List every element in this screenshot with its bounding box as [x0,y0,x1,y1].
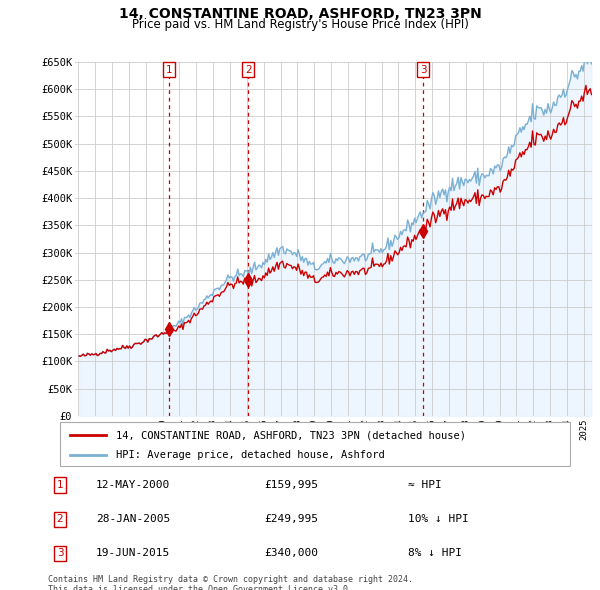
Text: ≈ HPI: ≈ HPI [408,480,442,490]
Text: 10% ↓ HPI: 10% ↓ HPI [408,514,469,524]
Text: 1: 1 [56,480,64,490]
Text: 28-JAN-2005: 28-JAN-2005 [96,514,170,524]
Text: 12-MAY-2000: 12-MAY-2000 [96,480,170,490]
Text: 8% ↓ HPI: 8% ↓ HPI [408,549,462,558]
Text: Price paid vs. HM Land Registry's House Price Index (HPI): Price paid vs. HM Land Registry's House … [131,18,469,31]
Text: 2: 2 [245,65,251,75]
Text: 19-JUN-2015: 19-JUN-2015 [96,549,170,558]
Text: 3: 3 [56,549,64,558]
Text: 14, CONSTANTINE ROAD, ASHFORD, TN23 3PN (detached house): 14, CONSTANTINE ROAD, ASHFORD, TN23 3PN … [116,430,466,440]
FancyBboxPatch shape [60,422,570,466]
Text: Contains HM Land Registry data © Crown copyright and database right 2024.
This d: Contains HM Land Registry data © Crown c… [48,575,413,590]
Text: 1: 1 [166,65,172,75]
Text: £340,000: £340,000 [264,549,318,558]
Text: HPI: Average price, detached house, Ashford: HPI: Average price, detached house, Ashf… [116,450,385,460]
Text: £249,995: £249,995 [264,514,318,524]
Text: 14, CONSTANTINE ROAD, ASHFORD, TN23 3PN: 14, CONSTANTINE ROAD, ASHFORD, TN23 3PN [119,7,481,21]
Text: 2: 2 [56,514,64,524]
Text: 3: 3 [420,65,427,75]
Text: £159,995: £159,995 [264,480,318,490]
